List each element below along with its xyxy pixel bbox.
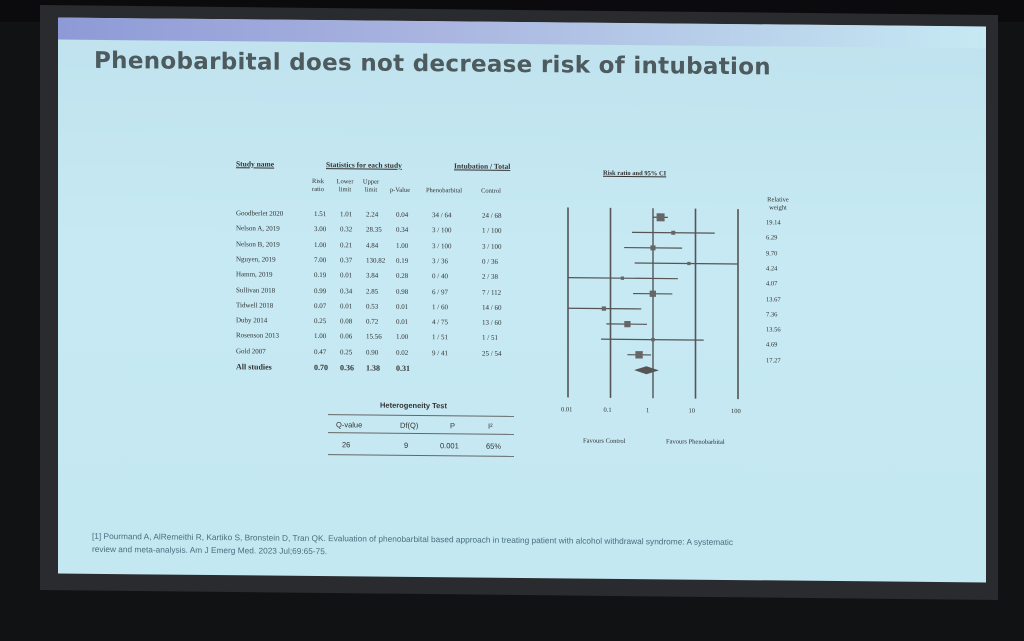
projected-slide: Phenobarbital does not decrease risk of … [58, 17, 986, 583]
relative-weight: 9.70 [766, 249, 778, 258]
axis-tick-label: 10 [688, 407, 696, 415]
effect-marker [656, 213, 665, 222]
effect-marker [671, 230, 676, 235]
relative-weight: 4.69 [766, 341, 778, 349]
effect-marker [649, 290, 656, 297]
effect-marker [620, 276, 624, 280]
axis-tick-label: 100 [731, 408, 741, 416]
summary-diamond [634, 366, 659, 375]
forest-plot [567, 207, 739, 400]
relative-weight: 7.36 [766, 311, 778, 319]
axis-tick-label: 0.01 [561, 406, 573, 414]
effect-marker [651, 337, 655, 342]
effect-marker [635, 351, 643, 359]
relative-weight: 19.14 [766, 219, 781, 227]
axis-tick-label: 1 [646, 407, 650, 415]
relative-weight: 6.29 [766, 234, 778, 242]
axis-tick-label: 0.1 [603, 406, 612, 414]
favours-control-label: Favours Control [583, 437, 626, 445]
effect-marker [687, 261, 691, 266]
ci-line [634, 262, 738, 265]
relative-weight: 13.67 [766, 295, 781, 303]
favours-phenobarbital-label: Favours Phenobarbital [666, 438, 725, 446]
effect-marker [601, 306, 607, 311]
relative-weight: 17.27 [766, 357, 781, 365]
effect-marker [624, 320, 631, 328]
relative-weight: 4.07 [766, 280, 778, 288]
relative-weight: 13.56 [766, 326, 781, 334]
effect-marker [650, 245, 656, 251]
relative-weight: 4.24 [766, 265, 778, 273]
